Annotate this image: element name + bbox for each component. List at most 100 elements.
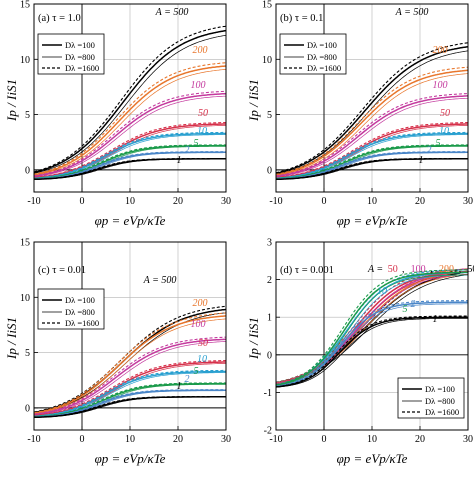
curves-d	[276, 268, 468, 388]
x-tick-label: 0	[322, 196, 327, 207]
legend-entry-b-1: Dλ =100	[307, 40, 337, 50]
panel-label-a: (a) τ = 1.0	[38, 13, 81, 24]
series-line-A5-d1600	[34, 382, 226, 418]
y-axis-label-c: Ip / IiS1	[4, 317, 19, 360]
curve-label-1: 1	[177, 155, 182, 166]
series-line-A100-d1600	[276, 92, 468, 177]
curve-label-200: 200	[193, 45, 208, 56]
header-labels-d: A = 50, 100, 200, 500	[367, 264, 474, 275]
curve-label-50: 50	[198, 108, 208, 119]
legend-entry-a-2: Dλ =800	[65, 52, 95, 62]
curve-label-10: 10	[439, 126, 449, 137]
series-line-A1-d100	[276, 316, 468, 388]
legend-entry-b-3: Dλ =1600	[307, 63, 341, 73]
legend-entry-c-2: Dλ =800	[65, 307, 95, 317]
series-line-A10-d100	[276, 132, 468, 180]
x-tick-label: 20	[415, 196, 425, 207]
series-line-A100-d100	[34, 338, 226, 416]
y-tick-label: 0	[25, 165, 30, 176]
curve-label-5: 5	[194, 138, 199, 149]
x-tick-label: 30	[221, 196, 231, 207]
curve-label-200: 200	[433, 45, 448, 56]
panel-label-d: (d) τ = 0.001	[280, 265, 334, 276]
curve-labels-d: 10 25 1	[377, 286, 438, 325]
curve-label-5: 5	[436, 138, 441, 149]
curve-label-10: 10	[377, 286, 387, 297]
x-axis-label-c: φp = eVp/κTe	[95, 451, 166, 466]
curves-a	[34, 25, 226, 181]
series-line-A500-d800	[34, 34, 226, 174]
y-tick-label: -2	[264, 426, 272, 437]
series-line-A10-d1600	[276, 131, 468, 179]
series-line-A1-d800	[34, 396, 226, 418]
series-line-A5-d1600	[276, 269, 468, 386]
curve-label-200: 200	[193, 298, 208, 309]
series-line-A2-d100	[276, 301, 468, 388]
y-tick-label: 10	[20, 55, 30, 66]
x-axis-label-d: φp = eVp/κTe	[337, 451, 408, 466]
series-line-A100-d100	[34, 92, 226, 177]
header-label-6: ,	[459, 264, 462, 275]
series-line-A1-d1600	[276, 157, 468, 180]
x-tick-label: 0	[322, 434, 327, 445]
series-line-A100-d1600	[34, 336, 226, 415]
series-line-A5-d1600	[276, 144, 468, 180]
y-axis-label-a: Ip / IiS1	[4, 79, 19, 122]
x-tick-label: 0	[80, 434, 85, 445]
series-line-A200-d1600	[34, 312, 226, 414]
series-line-A10-d1600	[34, 131, 226, 179]
curve-label-500: A = 500	[143, 275, 177, 286]
legend-d: Dλ =100 Dλ =800 Dλ =1600	[397, 377, 465, 419]
series-line-A1-d1600	[34, 395, 226, 418]
series-line-A5-d800	[276, 274, 468, 387]
y-tick-label: 15	[262, 0, 272, 11]
x-tick-label: -10	[269, 434, 282, 445]
series-line-A10-d1600	[34, 369, 226, 417]
y-tick-label: 1	[267, 313, 272, 324]
series-line-A50-d1600	[34, 121, 226, 178]
x-tick-label: -10	[269, 196, 282, 207]
x-tick-label: 10	[367, 196, 377, 207]
curve-label-50: 50	[440, 108, 450, 119]
x-tick-label: -10	[27, 196, 40, 207]
x-tick-label: 10	[125, 196, 135, 207]
y-tick-label: 15	[20, 238, 30, 249]
legend-entry-d-2: Dλ =800	[425, 396, 455, 406]
series-line-A10-d100	[34, 132, 226, 180]
series-line-A500-d100	[276, 45, 468, 175]
series-line-A200-d100	[34, 315, 226, 414]
legend-box-a	[37, 33, 105, 75]
curve-label-50: 50	[198, 338, 208, 349]
legend-box-c	[37, 288, 105, 330]
y-axis-label-d: Ip / IiS1	[246, 317, 261, 360]
y-tick-label: -1	[264, 388, 272, 399]
y-tick-label: 5	[25, 110, 30, 121]
header-label-0: A =	[367, 264, 383, 275]
series-line-A2-d1600	[34, 389, 226, 418]
series-line-A100-d800	[276, 97, 468, 178]
x-tick-label: 0	[80, 196, 85, 207]
curves-c	[34, 305, 226, 419]
y-tick-label: 3	[267, 238, 272, 249]
curve-label-100: 100	[433, 80, 448, 91]
header-label-4: ,	[430, 264, 433, 275]
series-line-A2-d1600	[34, 151, 226, 180]
x-tick-label: -10	[27, 434, 40, 445]
x-tick-label: 20	[173, 196, 183, 207]
header-label-5: 200	[439, 264, 454, 275]
series-line-A1-d800	[276, 318, 468, 388]
legend-entry-c-1: Dλ =100	[65, 295, 95, 305]
curve-label-2: 2	[427, 145, 432, 156]
x-tick-label: 10	[367, 434, 377, 445]
curve-label-10: 10	[197, 354, 207, 365]
series-line-A200-d100	[34, 65, 226, 176]
legend-entry-d-1: Dλ =100	[425, 384, 455, 394]
x-tick-label: 30	[221, 434, 231, 445]
